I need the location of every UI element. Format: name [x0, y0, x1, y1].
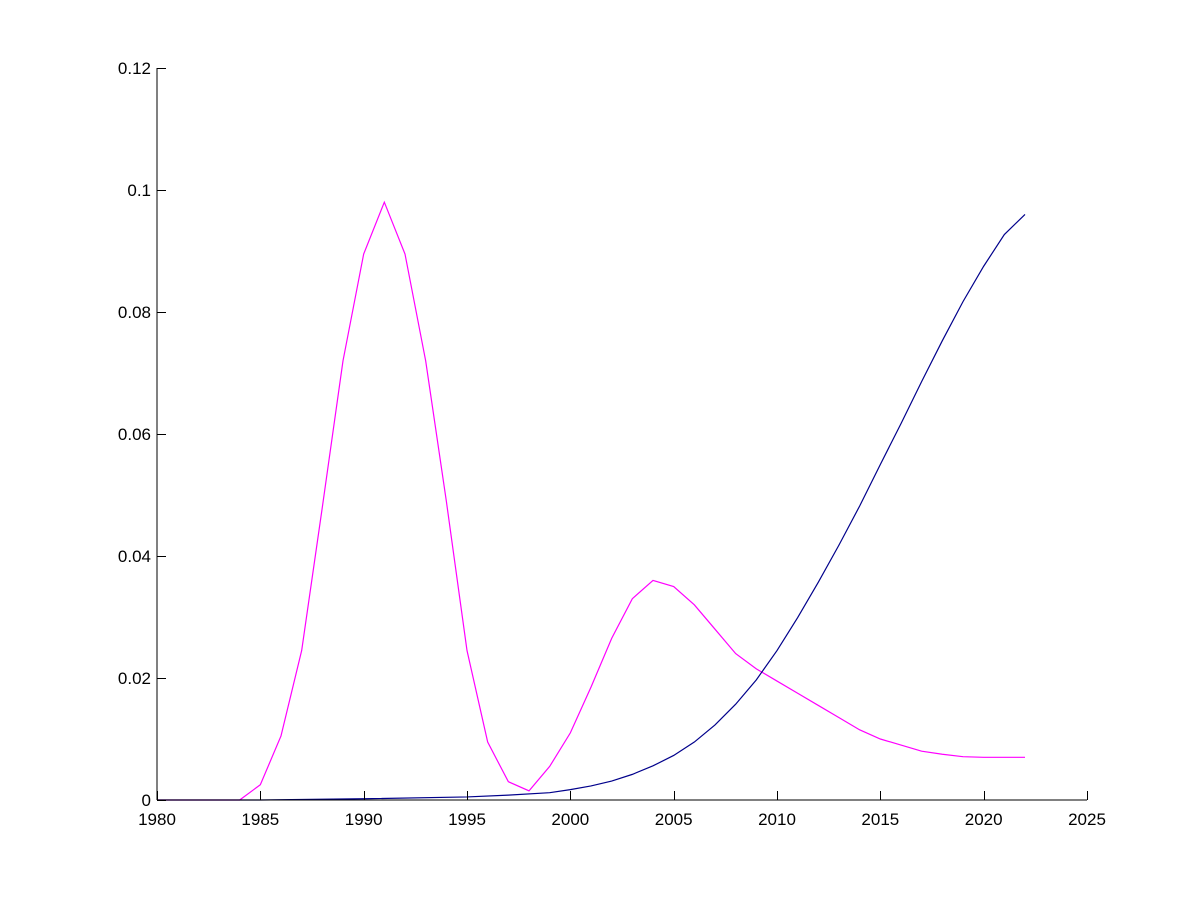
y-tick-label: 0.1 — [127, 181, 151, 200]
series-line-1 — [157, 200, 1025, 801]
x-tick-label: 2025 — [1068, 810, 1106, 829]
x-tick-label: 1995 — [448, 810, 486, 829]
y-tick-label: 0.02 — [118, 669, 151, 688]
series-layer — [157, 200, 1026, 801]
y-tick-label: 0.06 — [118, 425, 151, 444]
series-line-2 — [157, 213, 1026, 801]
x-tick-label: 1985 — [241, 810, 279, 829]
x-tick-label: 1980 — [138, 810, 176, 829]
x-tick-label: 1990 — [345, 810, 383, 829]
x-tick-label: 2015 — [861, 810, 899, 829]
x-tick-label: 2010 — [758, 810, 796, 829]
x-tick-label: 2005 — [655, 810, 693, 829]
x-tick-label: 2000 — [551, 810, 589, 829]
y-tick-label: 0 — [142, 791, 151, 810]
y-tick-label: 0.08 — [118, 303, 151, 322]
x-tick-label: 2020 — [965, 810, 1003, 829]
y-tick-label: 0.12 — [118, 59, 151, 78]
y-tick-label: 0.04 — [118, 547, 151, 566]
axes: 1980 1985 1990 1995 2000 2005 2010 2015 2020 2025… — [118, 59, 1106, 829]
